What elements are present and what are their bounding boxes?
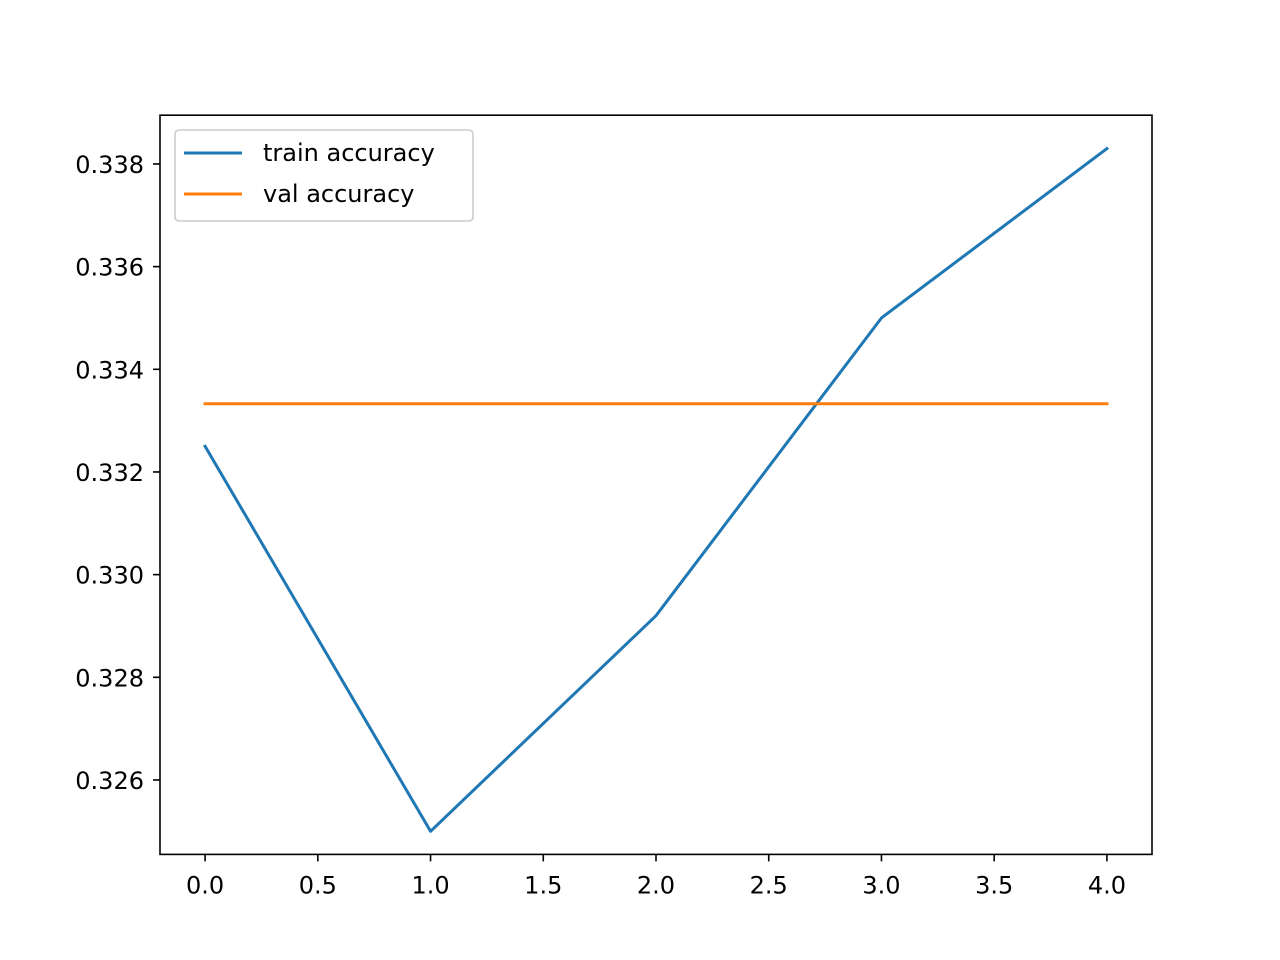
legend-box: [174, 129, 474, 222]
y-axis: 0.326 0.328 0.330 0.332 0.334 0.336 0.338: [75, 151, 160, 795]
y-tick-label: 0.336: [75, 254, 144, 282]
x-tick-label: 4.0: [1088, 871, 1126, 899]
x-tick-label: 0.5: [299, 871, 337, 899]
y-tick-label: 0.328: [75, 664, 144, 692]
y-tick-label: 0.326: [75, 767, 144, 795]
x-tick-label: 1.5: [524, 871, 562, 899]
y-tick-label: 0.332: [75, 459, 144, 487]
x-tick-label: 2.5: [750, 871, 788, 899]
x-tick-label: 3.5: [975, 871, 1013, 899]
x-tick-label: 2.0: [637, 871, 675, 899]
legend-label-val: val accuracy: [263, 180, 415, 208]
y-tick-label: 0.338: [75, 151, 144, 179]
x-tick-label: 1.0: [411, 871, 449, 899]
y-tick-label: 0.334: [75, 356, 144, 384]
x-tick-label: 0.0: [186, 871, 224, 899]
series-layer: [203, 146, 1110, 833]
y-tick-label: 0.330: [75, 562, 144, 590]
legend: train accuracy val accuracy: [174, 129, 474, 222]
legend-label-train: train accuracy: [263, 139, 435, 167]
x-axis: 0.0 0.5 1.0 1.5 2.0 2.5 3.0 3.5 4.0: [186, 854, 1126, 899]
x-tick-label: 3.0: [862, 871, 900, 899]
